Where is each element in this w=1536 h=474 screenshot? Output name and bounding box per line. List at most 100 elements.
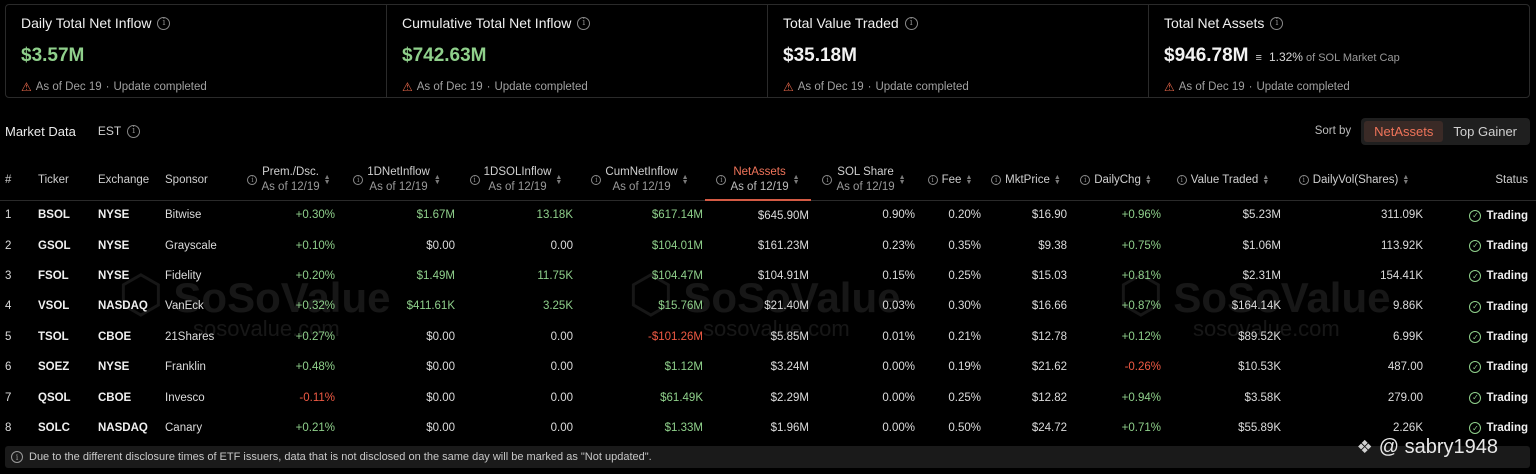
summary-cards: Daily Total Net Inflow i $3.57M ⚠ As of De… — [5, 4, 1530, 98]
col-daily-vol[interactable]: i DailyVol(Shares) ▲ ▼ — [1283, 160, 1425, 201]
sol-share-cell: 0.00% — [882, 361, 915, 374]
exchange-cell: NYSE — [98, 239, 130, 252]
fee-cell: 0.19% — [948, 361, 981, 374]
daily-chg-cell: +0.75% — [1121, 239, 1161, 252]
daily-chg-cell: +0.96% — [1121, 209, 1161, 222]
sort-icon: ▲ ▼ — [1402, 174, 1410, 187]
card-note-date: As of Dec 19 — [797, 81, 864, 93]
col-sol-share[interactable]: i SOL Share As of 12/19 ▲ ▼ — [811, 160, 917, 201]
col-value-traded[interactable]: i Value Traded ▲ ▼ — [1163, 160, 1283, 201]
info-icon: i — [716, 174, 727, 185]
sort-icon: ▲ ▼ — [323, 173, 331, 186]
status-badge: ✓ Trading — [1469, 239, 1528, 252]
timezone-selector[interactable]: EST i — [98, 124, 141, 138]
card-title: Total Value Traded — [783, 15, 899, 31]
fee-cell: 0.30% — [948, 300, 981, 313]
table-row[interactable]: 5 TSOL CBOE 21Shares +0.27% $0.00 0.00 -$101.26… — [0, 322, 1536, 352]
info-icon: i — [247, 174, 258, 185]
sponsor-cell: 21Shares — [165, 330, 215, 343]
prem-cell: +0.10% — [295, 239, 335, 252]
col-mkt-price[interactable]: i MktPrice ▲ ▼ — [983, 160, 1069, 201]
sol-logo-icon: ≡ — [1255, 52, 1262, 64]
inflow-cell: $0.00 — [426, 239, 455, 252]
prem-cell: +0.30% — [295, 209, 335, 222]
status-cell: ✓ Trading — [1425, 382, 1536, 412]
cum-inflow-cell: $61.49K — [660, 391, 703, 404]
col-net-assets[interactable]: i NetAssets As of 12/19 ▲ ▼ — [705, 160, 811, 201]
inflow-cell: $1.67M — [416, 209, 455, 222]
inflow-cell: $0.00 — [426, 361, 455, 374]
sol-share-cell: 0.90% — [882, 209, 915, 222]
sort-icon: ▲ ▼ — [965, 174, 973, 187]
col-fee[interactable]: i Fee ▲ ▼ — [917, 160, 983, 201]
card-value-row: $946.78M ≡ 1.32% of SOL Market Cap — [1164, 45, 1514, 69]
col-prem-dsc[interactable]: i Prem./Dsc. As of 12/19 ▲ ▼ — [241, 160, 337, 201]
prem-cell: +0.27% — [295, 330, 335, 343]
card-title: Total Net Assets — [1164, 15, 1265, 31]
market-cap-pct: 1.32% — [1268, 50, 1303, 64]
col-status: Status — [1425, 160, 1536, 201]
ticker-cell: QSOL — [38, 391, 71, 404]
row-index: 3 — [5, 269, 12, 282]
table-header-row: # Ticker Exchange Sponsor i Prem./Dsc. As … — [0, 160, 1536, 201]
table-row[interactable]: 3 FSOL NYSE Fidelity +0.20% $1.49M 11.75K $104.… — [0, 261, 1536, 291]
col-cum-net-inflow[interactable]: i CumNetInflow As of 12/19 ▲ ▼ — [575, 160, 705, 201]
exchange-cell: CBOE — [98, 330, 132, 343]
col-daily-chg[interactable]: i DailyChg ▲ ▼ — [1069, 160, 1163, 201]
mkt-price-cell: $16.90 — [1031, 209, 1067, 222]
table-row[interactable]: 1 BSOL NYSE Bitwise +0.30% $1.67M 13.18K $617.1… — [0, 200, 1536, 230]
col-sponsor: Sponsor — [163, 160, 241, 201]
col-1d-sol-inflow[interactable]: i 1DSOLInflow As of 12/19 ▲ ▼ — [457, 160, 575, 201]
info-icon[interactable]: i — [1270, 16, 1284, 30]
check-circle-icon: ✓ — [1469, 270, 1482, 283]
inflow-cell: $0.00 — [426, 391, 455, 404]
table-body: 1 BSOL NYSE Bitwise +0.30% $1.67M 13.18K $617.1… — [0, 200, 1536, 443]
net-assets-cell: $104.91M — [757, 269, 809, 282]
ticker-cell: SOEZ — [38, 361, 70, 374]
col-1d-net-inflow[interactable]: i 1DNetInflow As of 12/19 ▲ ▼ — [337, 160, 457, 201]
table-row[interactable]: 6 SOEZ NYSE Franklin +0.48% $0.00 0.00 $1.12M $3… — [0, 352, 1536, 382]
daily-chg-cell: +0.71% — [1121, 421, 1161, 434]
info-icon[interactable]: i — [577, 16, 591, 30]
warning-icon: ⚠ — [1164, 80, 1175, 94]
value-traded-cell: $89.52K — [1238, 330, 1281, 343]
daily-chg-cell: +0.12% — [1121, 330, 1161, 343]
sort-top-gainer-button[interactable]: Top Gainer — [1453, 123, 1517, 139]
warning-icon: ⚠ — [783, 80, 794, 94]
info-icon: i — [1298, 175, 1309, 186]
fee-cell: 0.25% — [948, 269, 981, 282]
check-circle-icon: ✓ — [1469, 391, 1482, 404]
info-icon[interactable]: i — [904, 16, 918, 30]
ticker-cell: BSOL — [38, 209, 70, 222]
market-cap-label: of SOL Market Cap — [1305, 52, 1400, 64]
sol-inflow-cell: 11.75K — [537, 269, 573, 282]
row-index: 6 — [5, 361, 12, 374]
sort-netassets-button[interactable]: NetAssets — [1364, 120, 1444, 142]
status-badge: ✓ Trading — [1469, 391, 1528, 404]
sponsor-cell: Canary — [165, 421, 203, 434]
sort-icon: ▲ ▼ — [555, 173, 563, 186]
card-value: $3.57M — [21, 45, 85, 66]
daily-chg-cell: +0.94% — [1121, 391, 1161, 404]
table-row[interactable]: 8 SOLC NASDAQ Canary +0.21% $0.00 0.00 $1.33M $1… — [0, 413, 1536, 443]
sol-share-cell: 0.00% — [882, 421, 915, 434]
row-index: 4 — [5, 300, 12, 313]
daily-vol-cell: 113.92K — [1381, 239, 1423, 252]
info-icon[interactable]: i — [127, 124, 141, 138]
info-icon[interactable]: i — [157, 16, 171, 30]
cum-inflow-cell: $104.47M — [651, 269, 703, 282]
card-note-status: Update completed — [113, 81, 207, 93]
daily-chg-cell: +0.87% — [1121, 300, 1161, 313]
table-row[interactable]: 2 GSOL NYSE Grayscale +0.10% $0.00 0.00 $104.01… — [0, 230, 1536, 260]
table-row[interactable]: 7 QSOL CBOE Invesco -0.11% $0.00 0.00 $61.49K $2… — [0, 382, 1536, 412]
fee-cell: 0.50% — [948, 421, 981, 434]
daily-vol-cell: 311.09K — [1381, 209, 1423, 222]
daily-vol-cell: 487.00 — [1387, 361, 1423, 374]
status-cell: ✓ Trading — [1425, 230, 1536, 260]
table-row[interactable]: 4 VSOL NASDAQ VanEck +0.32% $411.61K 3.25K $15.… — [0, 291, 1536, 321]
col-exchange: Exchange — [96, 160, 163, 201]
market-data-toolbar: Market Data EST i Sort by NetAssets Top G… — [5, 117, 1530, 145]
sort-icon: ▲ ▼ — [681, 173, 689, 186]
sol-inflow-cell: 0.00 — [550, 421, 573, 434]
sol-share-cell: 0.15% — [882, 269, 915, 282]
